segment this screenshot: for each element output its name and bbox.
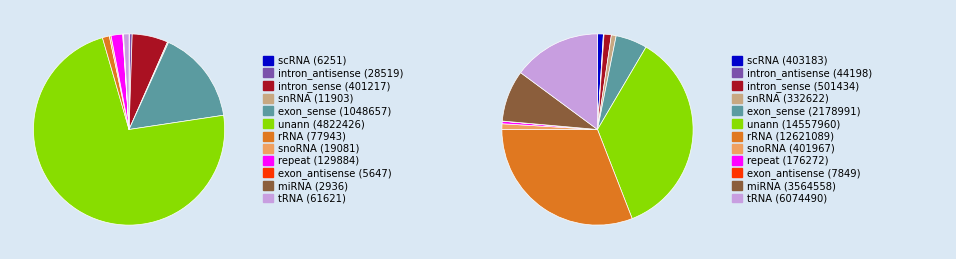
Wedge shape [502,121,598,130]
Wedge shape [502,73,598,130]
Wedge shape [129,42,224,130]
Wedge shape [598,34,603,130]
Wedge shape [598,47,693,219]
Wedge shape [122,34,129,130]
Wedge shape [502,121,598,130]
Wedge shape [129,34,132,130]
Wedge shape [129,34,167,130]
Wedge shape [111,34,129,130]
Wedge shape [109,36,129,130]
Wedge shape [123,34,129,130]
Wedge shape [502,130,632,225]
Wedge shape [502,124,598,130]
Wedge shape [123,34,129,130]
Wedge shape [598,36,646,130]
Wedge shape [598,34,612,130]
Legend: scRNA (6251), intron_antisense (28519), intron_sense (401217), snRNA (11903), ex: scRNA (6251), intron_antisense (28519), … [263,56,403,203]
Wedge shape [33,38,225,225]
Wedge shape [102,36,129,130]
Wedge shape [598,34,604,130]
Wedge shape [521,34,598,130]
Wedge shape [598,35,617,130]
Legend: scRNA (403183), intron_antisense (44198), intron_sense (501434), snRNA (332622),: scRNA (403183), intron_antisense (44198)… [731,56,872,203]
Wedge shape [129,42,168,130]
